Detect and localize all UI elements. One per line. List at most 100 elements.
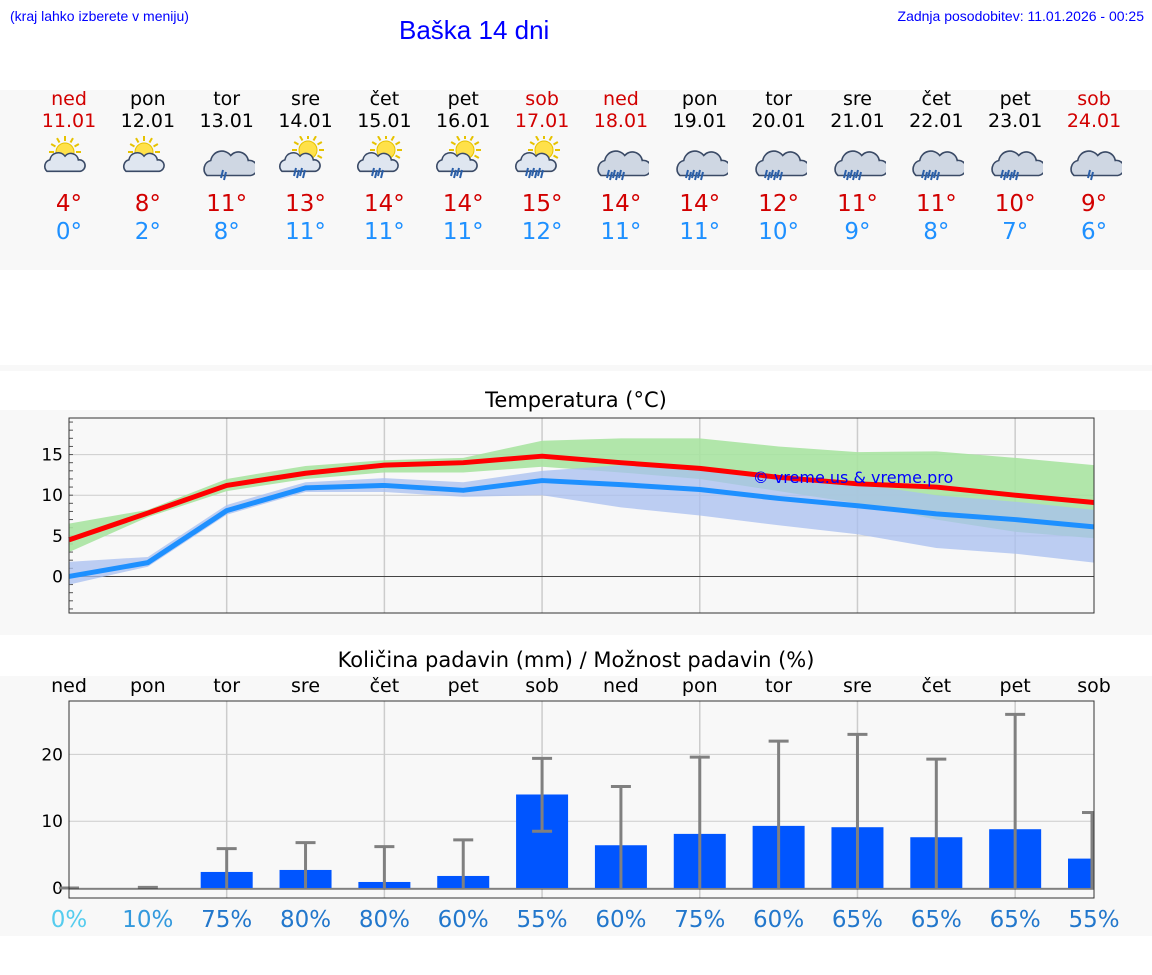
precip-error-bar	[216, 847, 237, 888]
plot-frame	[68, 417, 1095, 614]
max-temperature: 14°	[679, 191, 721, 217]
x-tick-label: tor	[765, 675, 792, 697]
cloud-shape	[202, 150, 255, 177]
precip-probability-label: 60%	[595, 907, 646, 933]
forecast-day: pet 16.01 14° 11°	[424, 88, 503, 246]
max-temperature: 13°	[285, 191, 326, 217]
forecast-day: ned 11.01 4° 0°	[30, 88, 109, 246]
rain-drops	[1000, 169, 1020, 181]
day-name: tor	[765, 88, 793, 110]
day-name: pet	[999, 88, 1031, 110]
precip-probability-label: 80%	[359, 907, 410, 933]
forecast-day: tor 13.01 11° 8°	[187, 88, 266, 246]
cloud-rain-icon	[202, 150, 255, 181]
cloud-heavy-rain-icon	[833, 150, 886, 181]
max-temperature: 11°	[206, 191, 248, 217]
precip-probability-label: 65%	[990, 907, 1041, 933]
sun-cloud-icon	[44, 136, 86, 173]
cloud-shape	[912, 150, 965, 177]
day-date: 12.01	[120, 110, 176, 132]
day-name: ned	[603, 88, 639, 110]
day-name: sob	[1077, 88, 1111, 110]
max-temperature: 8°	[134, 191, 161, 217]
forecast-day: sre 14.01 13° 11°	[266, 88, 345, 246]
rain-drops	[219, 169, 227, 181]
precip-probability-label: 80%	[280, 907, 331, 933]
sun-cloud-rain-icon	[278, 136, 324, 179]
max-temperature: 9°	[1080, 191, 1108, 217]
precip-error-bar	[295, 841, 316, 888]
x-tick-label: ned	[51, 675, 87, 697]
x-tick-label: tor	[213, 675, 240, 697]
forecast-day: tor 20.01 12° 10°	[739, 88, 818, 246]
sun-cloud-icon	[44, 136, 86, 173]
x-tick-label: sob	[1077, 675, 1111, 697]
precip-probability-label: 75%	[201, 907, 252, 933]
precip-error-bar	[532, 756, 553, 833]
forecast-day: sob 17.01 15° 12°	[503, 88, 582, 246]
rain-drops	[525, 167, 545, 179]
cloud-rain-icon	[1070, 150, 1123, 181]
max-temperature: 14°	[442, 191, 484, 217]
y-tick-label: 5	[52, 527, 63, 547]
min-temperature: 11°	[600, 219, 642, 245]
day-name: čet	[369, 88, 400, 110]
min-temperature: 8°	[213, 219, 240, 245]
page-title: Baška 14 dni	[399, 15, 550, 45]
day-name: sre	[291, 88, 321, 110]
forecast-day: pon 19.01 14° 11°	[660, 88, 739, 246]
sun-cloud-rain-icon	[357, 136, 403, 179]
min-temperature: 2°	[134, 219, 161, 245]
location-menu-hint[interactable]: (kraj lahko izberete v meniju)	[10, 8, 189, 24]
precip-error-bar	[1082, 811, 1094, 888]
precip-error-bar	[453, 838, 474, 888]
precip-error-bar	[689, 755, 710, 888]
x-tick-label: ned	[603, 675, 639, 697]
cloud-shape	[357, 152, 400, 173]
rain-drops	[450, 167, 464, 179]
forecast-day: sob 24.01 9° 6°	[1055, 88, 1134, 246]
cloud-rain-icon	[1070, 150, 1123, 181]
precip-error-bar	[610, 784, 631, 888]
x-tick-label: sob	[525, 675, 559, 697]
cloud-heavy-rain-icon	[597, 150, 649, 181]
precip-probability-label: 60%	[438, 907, 489, 933]
cloud-heavy-rain-icon	[676, 150, 728, 181]
divider	[0, 365, 1152, 371]
day-name: sre	[843, 88, 872, 110]
cloud-heavy-rain-icon	[754, 150, 807, 181]
min-temperature: 0°	[55, 219, 83, 245]
precip-bar	[1068, 858, 1094, 888]
max-temperature: 14°	[600, 191, 642, 217]
plot-frame	[68, 700, 1095, 899]
precip-error-bar	[1005, 712, 1026, 888]
precipitation-chart: 0 10 20 ned pon tor sre čet pet sob ned pon tor sre če…	[41, 675, 1119, 933]
sun-cloud-heavy-rain-icon	[515, 136, 561, 179]
cloud-shape	[278, 152, 321, 173]
cloud-heavy-rain-icon	[991, 150, 1044, 181]
precip-probability-label: 60%	[753, 907, 804, 933]
max-range-band	[69, 438, 1094, 553]
min-temperature: 9°	[844, 219, 871, 245]
max-temperature-line	[68, 453, 1095, 543]
forecast-day: pon 12.01 8° 2°	[108, 88, 187, 246]
x-tick-label: čet	[370, 675, 400, 697]
min-temperature: 8°	[923, 219, 950, 245]
cloud-heavy-rain-icon	[991, 150, 1044, 181]
cloud-shape	[833, 150, 886, 177]
precip-error-bar	[926, 757, 947, 888]
cloud-shape	[122, 152, 165, 173]
day-name: pon	[681, 88, 718, 110]
precip-probability-label: 55%	[517, 907, 568, 933]
sun-cloud-rain-icon	[357, 136, 403, 179]
x-tick-label: čet	[922, 675, 952, 697]
precip-error-bar	[847, 732, 868, 888]
temperature-title: Temperatura (°C)	[485, 388, 667, 412]
day-date: 11.01	[41, 110, 97, 132]
day-name: ned	[51, 88, 87, 110]
y-tick-label: 10	[41, 812, 63, 832]
forecast-day: ned 18.01 14° 11°	[581, 88, 660, 246]
sun-cloud-icon	[122, 136, 165, 173]
precip-probability-label: 10%	[122, 907, 173, 933]
cloud-shape	[515, 152, 557, 173]
